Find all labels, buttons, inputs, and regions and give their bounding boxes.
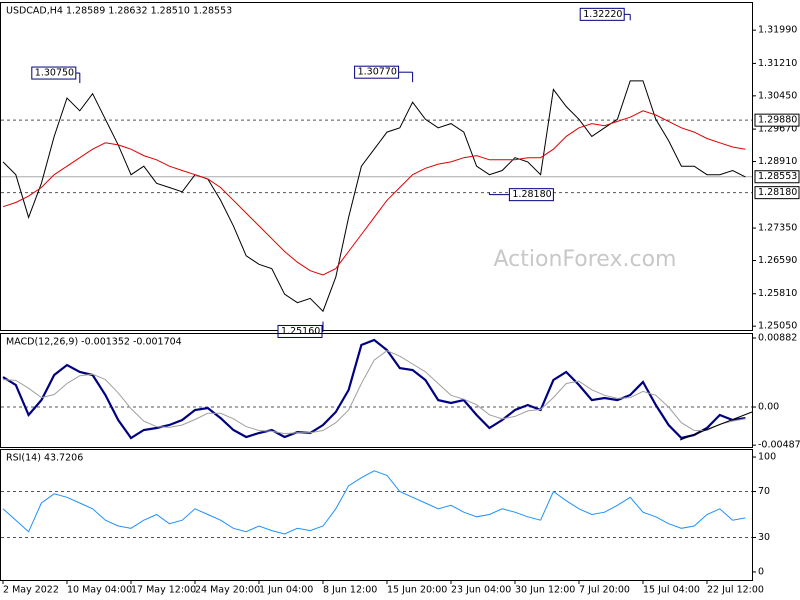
x-tick-label: 17 May 12:00 xyxy=(131,585,196,596)
watermark: ActionForex.com xyxy=(494,247,677,272)
y-tick-label: 0.00882 xyxy=(758,333,797,344)
y-tick-label: 30 xyxy=(758,532,770,543)
series-line xyxy=(2,470,746,535)
y-tick-label: 1.31990 xyxy=(758,25,797,36)
annotation-label: 1.30770 xyxy=(358,67,397,78)
panel-frame xyxy=(0,2,753,331)
annotation-box xyxy=(277,324,323,338)
y-tick-label: 1.26590 xyxy=(758,255,797,266)
y-tick-label: 1.28910 xyxy=(758,156,797,167)
panel-title: MACD(12,26,9) -0.001352 -0.001704 xyxy=(6,337,182,348)
last-price-box xyxy=(754,170,800,184)
y-tick-label: 1.25810 xyxy=(758,288,797,299)
trend-line xyxy=(679,411,753,441)
series-line xyxy=(2,110,746,276)
level-label-box xyxy=(754,186,800,200)
annotation-box xyxy=(579,7,625,21)
annotation-label: 1.28180 xyxy=(512,189,551,200)
x-tick-label: 30 Jun 12:00 xyxy=(515,585,575,596)
x-tick-label: 24 May 20:00 xyxy=(195,585,260,596)
annotation-label: 1.30750 xyxy=(35,68,74,79)
panel-frame xyxy=(0,333,753,448)
x-tick-label: 2 May 2022 xyxy=(3,585,59,596)
y-tick-label: 1.31210 xyxy=(758,58,797,69)
x-tick-label: 1 Jun 04:00 xyxy=(259,585,313,596)
series-line xyxy=(2,80,746,313)
panel-title: USDCAD,H4 1.28589 1.28632 1.28510 1.2855… xyxy=(6,6,232,17)
x-tick-label: 23 Jun 04:00 xyxy=(451,585,511,596)
panel-frame xyxy=(0,449,753,581)
series-line xyxy=(2,350,746,435)
x-tick-label: 22 Jul 12:00 xyxy=(707,585,764,596)
y-tick-label: 1.25050 xyxy=(758,321,797,332)
annotation-label: 1.25160 xyxy=(281,326,320,337)
y-tick-label: 0 xyxy=(758,566,764,577)
x-tick-label: 10 May 04:00 xyxy=(67,585,132,596)
level-label: 1.29880 xyxy=(758,115,797,126)
y-tick-label: 70 xyxy=(758,486,770,497)
level-label-box xyxy=(754,113,800,127)
x-tick-label: 15 Jul 04:00 xyxy=(643,585,700,596)
level-label: 1.28180 xyxy=(758,187,797,198)
x-tick-label: 7 Jul 20:00 xyxy=(579,585,630,596)
last-price-label: 1.28553 xyxy=(758,171,797,182)
y-tick-label: 0.00 xyxy=(758,402,779,413)
y-tick-label: 1.29670 xyxy=(758,124,797,135)
annotation-box xyxy=(508,188,554,202)
y-tick-label: 1.27350 xyxy=(758,223,797,234)
annotation-box xyxy=(354,65,400,79)
y-tick-label: 100 xyxy=(758,452,776,463)
y-tick-label: 1.30450 xyxy=(758,90,797,101)
annotation-box xyxy=(31,66,77,80)
x-tick-label: 8 Jun 12:00 xyxy=(323,585,377,596)
panel-title: RSI(14) 43.7206 xyxy=(6,453,83,464)
y-tick-label: -0.004872 xyxy=(758,440,800,451)
x-tick-label: 15 Jun 20:00 xyxy=(387,585,447,596)
annotation-label: 1.32220 xyxy=(583,9,622,20)
